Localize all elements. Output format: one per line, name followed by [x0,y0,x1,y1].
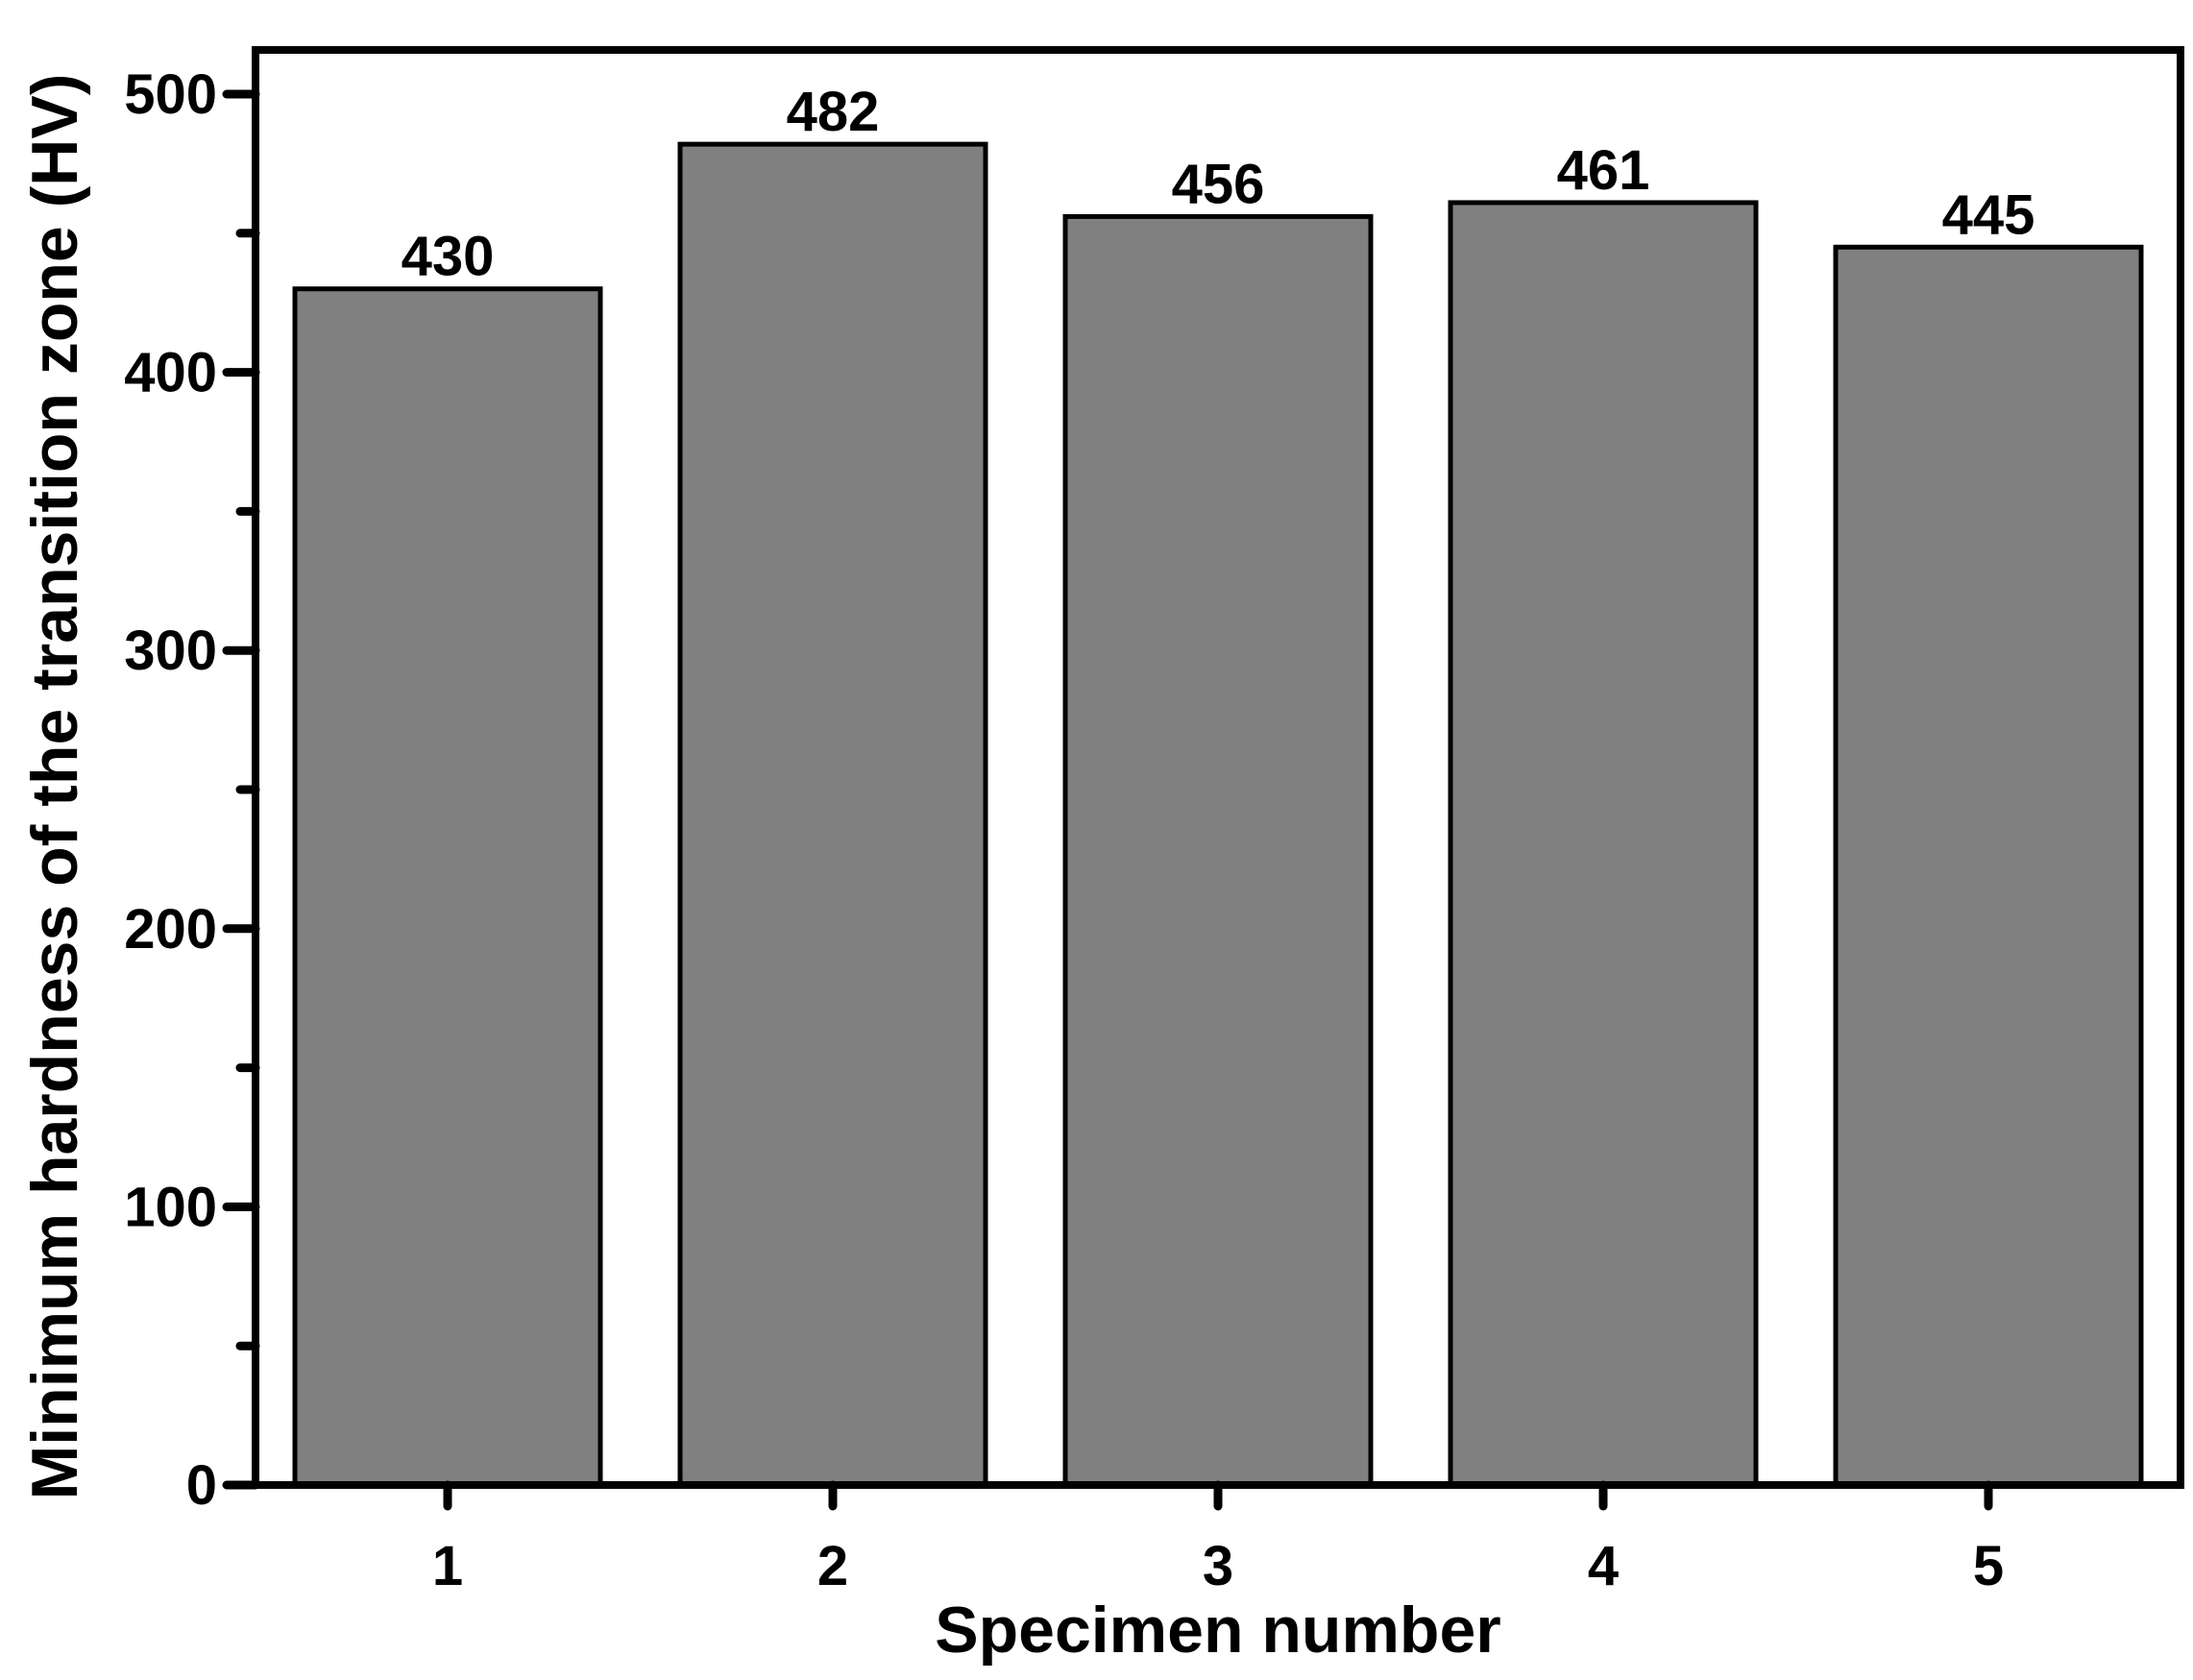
y-tick-label-300: 300 [124,620,217,682]
x-tick-label-1: 1 [432,1535,463,1597]
bar-2 [677,141,988,1488]
tick-labels-layer: 1 2 3 4 5 0 100 200 300 400 500 [124,63,2004,1597]
y-tick-label-500: 500 [124,63,217,126]
data-label-2: 482 [787,81,880,143]
bar-4 [1448,200,1759,1488]
y-tick-label-200: 200 [124,898,217,961]
y-axis-title: Minimum hardness of the transition zone … [18,74,91,1500]
x-tick-label-4: 4 [1588,1535,1619,1597]
data-label-3: 456 [1172,153,1265,215]
data-label-4: 461 [1557,139,1650,202]
y-tick-label-400: 400 [124,342,217,404]
x-axis-title: Specimen number [935,1594,1501,1667]
data-labels-layer: 430 482 456 461 445 [402,81,2035,288]
data-label-1: 430 [402,226,495,288]
ticks-layer [222,89,1993,1511]
bar-3 [1062,213,1374,1488]
bars-layer [292,141,2144,1488]
data-label-5: 445 [1942,183,2035,246]
x-tick-label-2: 2 [817,1535,848,1597]
bar-5 [1833,244,2144,1488]
y-tick-label-100: 100 [124,1176,217,1238]
bar-1 [292,286,603,1488]
x-tick-label-3: 3 [1203,1535,1233,1597]
x-tick-label-5: 5 [1973,1535,2004,1597]
y-tick-label-0: 0 [186,1454,217,1517]
